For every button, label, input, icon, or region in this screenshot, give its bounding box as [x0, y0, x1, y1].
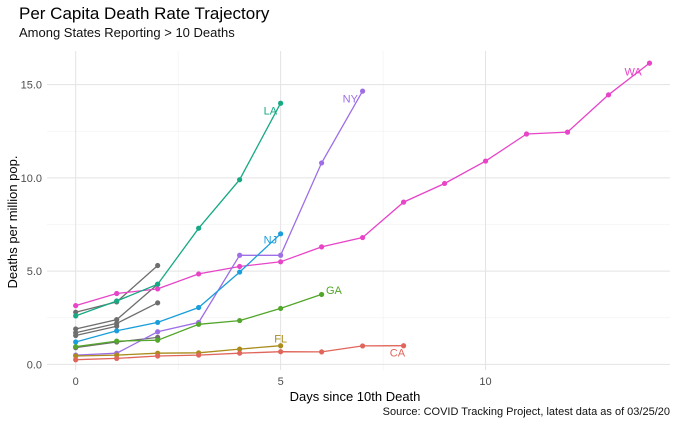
data-point-ga — [278, 305, 284, 312]
data-point-wa — [73, 303, 79, 309]
label-ny: NY — [343, 94, 359, 106]
data-point-wa — [564, 129, 571, 135]
y-tick-label: 0.0 — [27, 359, 42, 371]
series-la — [73, 100, 284, 319]
data-point-wa — [237, 263, 243, 270]
data-point-wa — [114, 290, 120, 297]
data-point-fl — [278, 343, 284, 349]
data-point-ca — [155, 353, 161, 359]
data-point-ca — [73, 357, 79, 363]
data-point-wa — [605, 92, 612, 98]
data-point-ga — [319, 291, 325, 298]
data-point-ga — [73, 344, 79, 350]
series-line-other — [75, 325, 117, 337]
y-axis-title: Deaths per million pop. — [5, 156, 20, 289]
x-tick-label: 0 — [73, 376, 79, 388]
data-point-wa — [400, 199, 407, 205]
series-line-fl — [75, 345, 281, 357]
data-point-other — [73, 326, 79, 332]
y-tick-label: 10.0 — [21, 173, 42, 185]
data-point-other — [155, 300, 161, 306]
data-point-la — [155, 281, 161, 287]
data-point-la — [73, 313, 79, 319]
data-point-ca — [278, 349, 284, 355]
x-tick-label: 10 — [479, 376, 491, 388]
data-point-wa — [646, 60, 653, 66]
data-point-nj — [73, 339, 79, 345]
label-ga: GA — [326, 285, 343, 297]
y-tick-label: 15.0 — [21, 80, 42, 92]
chart-caption: Source: COVID Tracking Project, latest d… — [382, 406, 670, 418]
data-point-wa — [523, 131, 530, 137]
data-point-nj — [237, 269, 243, 275]
axis-ticks: 0 5 10 0.0 5.0 10.0 15.0 — [21, 80, 492, 388]
data-point-ca — [400, 343, 407, 349]
data-point-ga — [196, 321, 202, 327]
data-point-ny — [278, 252, 284, 258]
data-point-ca — [359, 343, 366, 349]
data-point-wa — [359, 234, 366, 241]
data-point-nj — [278, 231, 284, 237]
series-other — [73, 323, 120, 339]
data-point-la — [114, 298, 120, 304]
data-point-other — [73, 309, 79, 315]
series-nj — [73, 231, 284, 345]
data-point-ga — [155, 337, 161, 343]
series-ga — [73, 291, 325, 350]
data-point-nj — [155, 319, 161, 326]
data-point-ga — [237, 317, 243, 324]
data-point-ny — [319, 160, 325, 166]
x-axis-title: Days since 10th Death — [290, 389, 421, 404]
label-la: LA — [264, 106, 278, 118]
data-point-other — [73, 332, 79, 339]
label-fl: FL — [274, 333, 287, 345]
data-point-ca — [319, 349, 325, 355]
data-point-ga — [114, 338, 120, 344]
data-point-wa — [319, 244, 325, 250]
series-line-ny — [75, 90, 364, 356]
x-tick-label: 5 — [278, 376, 284, 388]
data-point-other — [155, 262, 161, 269]
label-wa: WA — [624, 67, 642, 79]
data-point-ca — [237, 350, 243, 356]
label-nj: NJ — [264, 234, 277, 246]
data-point-la — [278, 100, 284, 106]
series-line-nj — [75, 233, 282, 343]
data-point-fl — [73, 353, 79, 359]
chart-title: Per Capita Death Rate Trajectory — [19, 4, 270, 23]
data-point-la — [196, 225, 202, 231]
data-point-other — [114, 323, 120, 329]
series-labels: WA NY LA NJ GA FL CA — [264, 67, 643, 360]
data-point-nj — [114, 328, 120, 334]
data-point-wa — [278, 259, 284, 265]
data-point-ny — [155, 329, 161, 335]
series-ca — [73, 343, 407, 363]
series-line-wa — [75, 62, 650, 307]
y-tick-label: 5.0 — [27, 266, 42, 278]
data-point-wa — [441, 180, 448, 187]
chart-subtitle: Among States Reporting > 10 Deaths — [19, 25, 235, 40]
data-point-la — [237, 177, 243, 183]
data-point-nj — [196, 304, 202, 311]
data-point-ca — [114, 355, 120, 362]
series-wa — [73, 60, 653, 309]
data-point-fl — [237, 346, 243, 352]
data-series — [73, 60, 653, 363]
data-point-wa — [155, 286, 161, 292]
data-point-wa — [482, 158, 489, 164]
data-point-other — [114, 317, 120, 323]
data-point-wa — [196, 271, 202, 277]
data-point-ny — [237, 252, 243, 258]
data-point-ny — [359, 88, 366, 94]
label-ca: CA — [390, 347, 406, 359]
series-line-la — [75, 102, 282, 317]
data-point-ca — [196, 352, 202, 358]
